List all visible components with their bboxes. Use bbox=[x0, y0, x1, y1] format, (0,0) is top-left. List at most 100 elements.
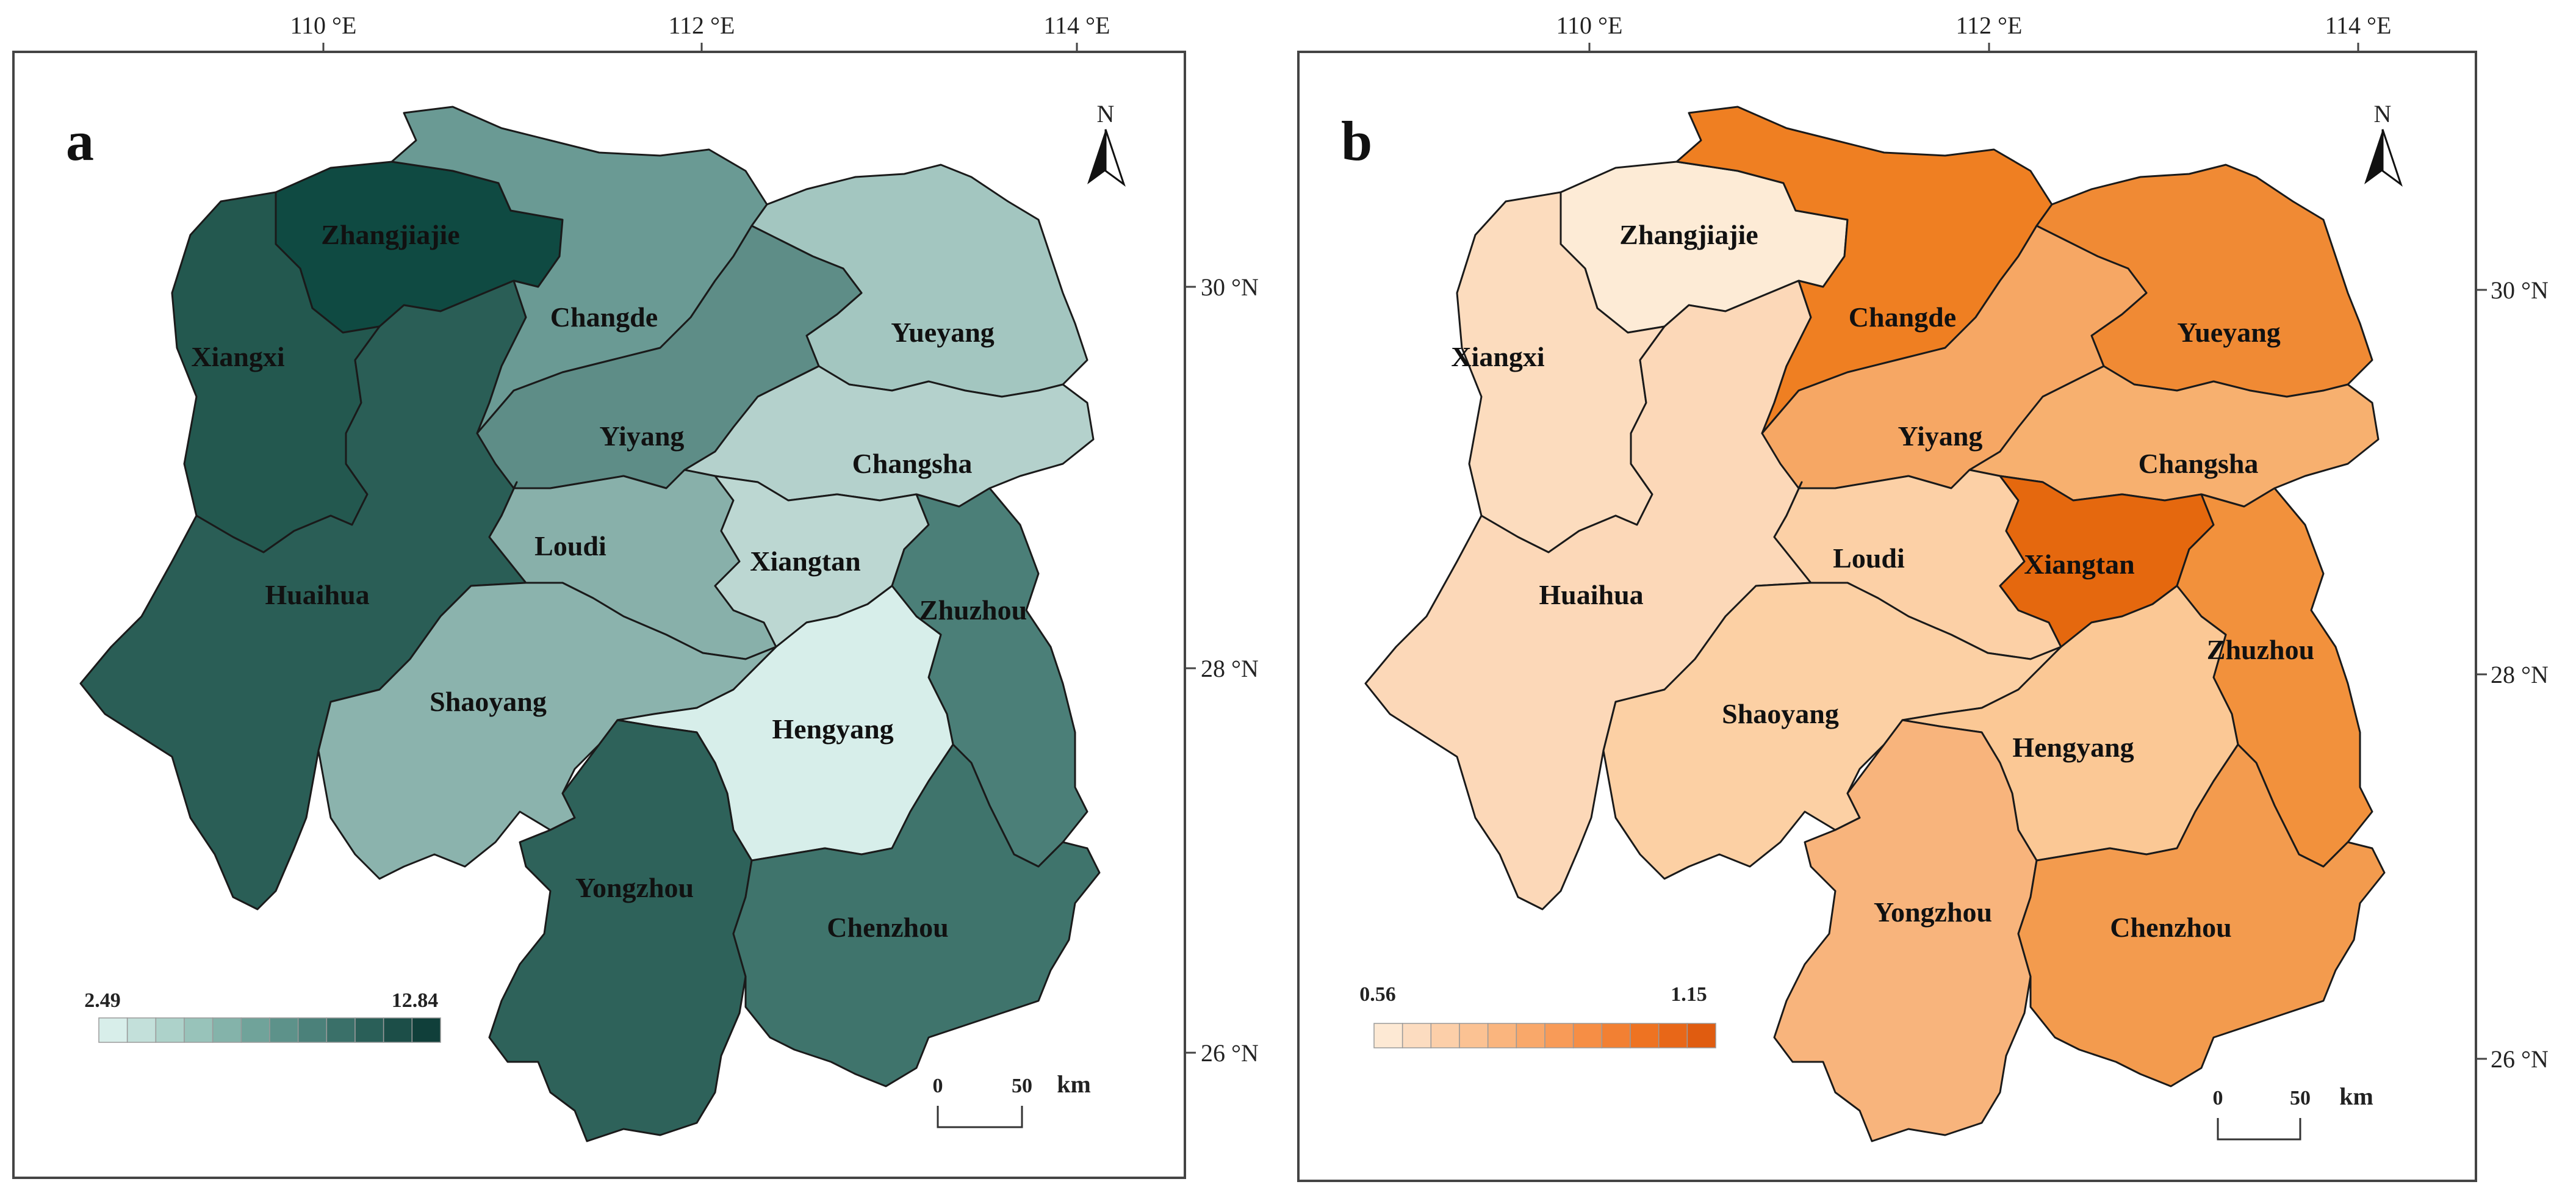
panel-b-scale-zero: 0 bbox=[2213, 1087, 2223, 1109]
panel-a-lon-ticks: 110 °E 112 °E 114 °E bbox=[290, 12, 1110, 52]
region-yongzhou[interactable] bbox=[488, 719, 753, 1142]
panel-a-label-yiyang: Yiyang bbox=[600, 420, 685, 452]
legend-swatch bbox=[155, 1017, 185, 1043]
panel-a-legend-max: 12.84 bbox=[392, 989, 439, 1012]
panel-a-north-arrow-icon: N bbox=[1087, 100, 1126, 187]
legend-swatch bbox=[326, 1017, 356, 1043]
legend-swatch bbox=[1430, 1023, 1460, 1048]
panel-b-lat-ticks: 30 °N 28 °N 26 °N bbox=[2476, 276, 2549, 1073]
legend-swatch bbox=[1459, 1023, 1489, 1048]
panel-a-letter: a bbox=[66, 110, 94, 172]
panel-b-legend-min: 0.56 bbox=[1359, 983, 1396, 1006]
panel-b: 110 °E 112 °E 114 °E 30 °N 28 °N 26 °N b… bbox=[1297, 12, 2549, 1182]
panel-b-label-xiangtan: Xiangtan bbox=[2024, 549, 2134, 580]
panel-b-label-loudi: Loudi bbox=[1833, 543, 1905, 574]
panel-a-label-yongzhou: Yongzhou bbox=[575, 872, 694, 903]
panel-b-lon-tick-114: 114 °E bbox=[2325, 12, 2392, 39]
panel-a: 110 °E 112 °E 114 °E 30 °N 28 °N 26 °N a… bbox=[12, 12, 1259, 1179]
panel-a-label-xiangxi: Xiangxi bbox=[191, 341, 285, 372]
region-chenzhou[interactable] bbox=[2017, 743, 2386, 1087]
panel-b-lat-tick-26: 26 °N bbox=[2491, 1045, 2549, 1073]
legend-swatch bbox=[411, 1017, 441, 1043]
legend-swatch bbox=[240, 1017, 270, 1043]
panel-a-label-hengyang: Hengyang bbox=[772, 713, 893, 745]
legend-swatch bbox=[1601, 1023, 1631, 1048]
legend-swatch bbox=[98, 1017, 128, 1043]
panel-b-lon-ticks: 110 °E 112 °E 114 °E bbox=[1556, 12, 2392, 52]
region-chenzhou[interactable] bbox=[732, 743, 1101, 1087]
panel-a-lon-tick-114: 114 °E bbox=[1044, 12, 1110, 39]
panel-a-lon-tick-110: 110 °E bbox=[290, 12, 357, 39]
panel-b-scale-bar: 0 50 km bbox=[2213, 1083, 2373, 1141]
panel-b-scale-fifty: 50 bbox=[2290, 1087, 2311, 1109]
region-yongzhou[interactable] bbox=[1773, 719, 2038, 1142]
panel-b-legend-bar bbox=[1373, 1023, 1716, 1048]
panel-b-label-xiangxi: Xiangxi bbox=[1451, 341, 1545, 372]
panel-b-label-changsha: Changsha bbox=[2139, 448, 2259, 479]
panel-b-lon-tick-110: 110 °E bbox=[1556, 12, 1623, 39]
panel-b-label-zhangjiajie: Zhangjiajie bbox=[1619, 219, 1758, 250]
legend-swatch bbox=[1373, 1023, 1403, 1048]
panel-b-regions bbox=[1364, 106, 2386, 1142]
legend-swatch bbox=[212, 1017, 242, 1043]
legend-swatch bbox=[354, 1017, 384, 1043]
legend-swatch bbox=[184, 1017, 214, 1043]
panel-a-label-shaoyang: Shaoyang bbox=[430, 686, 547, 717]
legend-swatch bbox=[269, 1017, 299, 1043]
panel-b-label-yiyang: Yiyang bbox=[1898, 420, 1983, 452]
panel-b-lat-tick-28: 28 °N bbox=[2491, 661, 2549, 688]
panel-b-lon-tick-112: 112 °E bbox=[1956, 12, 2023, 39]
panel-a-label-zhangjiajie: Zhangjiajie bbox=[321, 219, 459, 250]
panel-a-scale-bar: 0 50 km bbox=[933, 1070, 1091, 1128]
legend-swatch bbox=[1544, 1023, 1574, 1048]
panel-a-lon-tick-112: 112 °E bbox=[669, 12, 735, 39]
legend-swatch bbox=[1516, 1023, 1545, 1048]
panel-a-regions bbox=[79, 106, 1101, 1142]
legend-swatch bbox=[1630, 1023, 1660, 1048]
legend-swatch bbox=[1658, 1023, 1688, 1048]
panel-a-label-xiangtan: Xiangtan bbox=[750, 546, 860, 577]
panel-a-label-changsha: Changsha bbox=[852, 448, 973, 479]
panel-a-lat-tick-28: 28 °N bbox=[1201, 655, 1259, 682]
panel-b-label-chenzhou: Chenzhou bbox=[2110, 912, 2231, 943]
panel-b-north-arrow-icon: N bbox=[2364, 100, 2403, 187]
panel-b-label-shaoyang: Shaoyang bbox=[1722, 698, 1839, 729]
panel-a-labels: Zhangjiajie Xiangxi Huaihua Changde Yuey… bbox=[191, 219, 1027, 943]
svg-text:N: N bbox=[2374, 100, 2392, 128]
panel-a-label-loudi: Loudi bbox=[534, 530, 606, 561]
panel-a-lat-tick-26: 26 °N bbox=[1201, 1039, 1259, 1067]
svg-text:N: N bbox=[1097, 100, 1115, 128]
panel-a-label-chenzhou: Chenzhou bbox=[827, 912, 948, 943]
panel-a-label-changde: Changde bbox=[550, 301, 658, 333]
panel-a-scale-unit: km bbox=[1057, 1070, 1091, 1098]
legend-swatch bbox=[126, 1017, 157, 1043]
legend-swatch bbox=[297, 1017, 328, 1043]
panel-b-label-changde: Changde bbox=[1849, 301, 1956, 333]
panel-b-legend-max: 1.15 bbox=[1671, 983, 1707, 1006]
panel-b-label-huaihua: Huaihua bbox=[1539, 579, 1643, 610]
panel-b-label-zhuzhou: Zhuzhou bbox=[2207, 634, 2314, 665]
panel-a-lat-tick-30: 30 °N bbox=[1201, 273, 1259, 301]
panel-b-scale-unit: km bbox=[2339, 1083, 2373, 1110]
panel-a-lat-ticks: 30 °N 28 °N 26 °N bbox=[1185, 273, 1259, 1067]
panel-a-legend: 2.49 12.84 bbox=[84, 989, 441, 1043]
legend-swatch bbox=[1487, 1023, 1517, 1048]
legend-swatch bbox=[1401, 1023, 1432, 1048]
panel-b-label-yueyang: Yueyang bbox=[2177, 317, 2281, 348]
panel-a-label-yueyang: Yueyang bbox=[891, 317, 995, 348]
panel-b-label-hengyang: Hengyang bbox=[2012, 732, 2134, 763]
panel-a-legend-bar bbox=[98, 1017, 441, 1043]
legend-swatch bbox=[1686, 1023, 1716, 1048]
panel-a-legend-min: 2.49 bbox=[84, 989, 121, 1012]
panel-b-labels: Zhangjiajie Xiangxi Huaihua Changde Yuey… bbox=[1451, 219, 2314, 943]
legend-swatch bbox=[1572, 1023, 1603, 1048]
panel-b-label-yongzhou: Yongzhou bbox=[1874, 896, 1992, 928]
panel-a-scale-zero: 0 bbox=[933, 1075, 943, 1097]
panel-b-letter: b bbox=[1341, 110, 1372, 172]
panel-b-lat-tick-30: 30 °N bbox=[2491, 276, 2549, 304]
panel-a-label-zhuzhou: Zhuzhou bbox=[919, 594, 1027, 626]
legend-swatch bbox=[383, 1017, 413, 1043]
panel-a-scale-fifty: 50 bbox=[1012, 1075, 1032, 1097]
panel-a-label-huaihua: Huaihua bbox=[265, 579, 369, 610]
